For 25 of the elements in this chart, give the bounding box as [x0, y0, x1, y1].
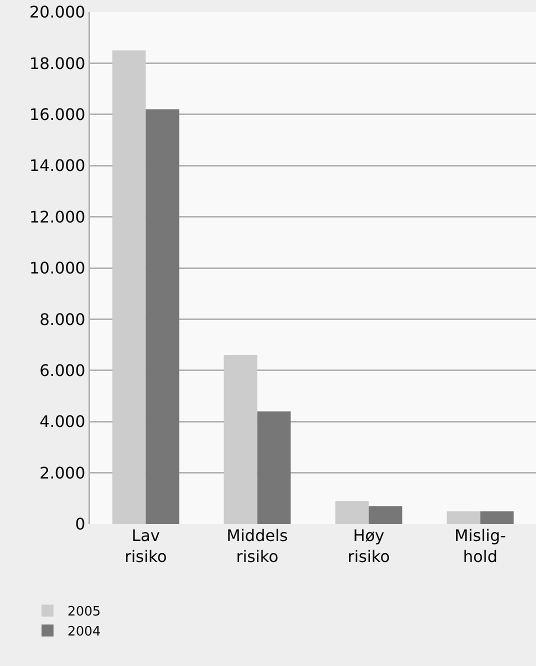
bar	[446, 511, 480, 524]
bar	[480, 511, 514, 524]
y-tick-label: 2.000	[39, 463, 86, 482]
y-tick-label: 16.000	[29, 105, 86, 124]
bar	[257, 411, 291, 524]
y-tick-label: 8.000	[39, 310, 86, 329]
y-tick-label: 4.000	[39, 412, 86, 432]
y-tick-label: 20.000	[29, 2, 86, 22]
bar	[368, 506, 402, 524]
legend-label: 2005	[68, 604, 101, 620]
y-tick-label: 6.000	[39, 361, 86, 380]
x-tick-label: Høy risiko	[348, 526, 390, 566]
y-tick-label: 10.000	[29, 258, 86, 278]
y-tick-label: 12.000	[29, 207, 86, 226]
x-tick-label: Middels risiko	[226, 526, 288, 566]
bar	[224, 355, 258, 524]
x-tick-label: Lav risiko	[124, 526, 167, 566]
x-tick-label: Mislig- hold	[454, 526, 506, 566]
bar	[146, 109, 180, 524]
y-tick-label: 18.000	[29, 54, 86, 73]
y-tick-label: 14.000	[29, 156, 86, 176]
legend-label: 2004	[68, 624, 101, 640]
y-tick-label: 0	[75, 514, 86, 534]
bar	[335, 500, 369, 524]
bar	[112, 50, 146, 524]
